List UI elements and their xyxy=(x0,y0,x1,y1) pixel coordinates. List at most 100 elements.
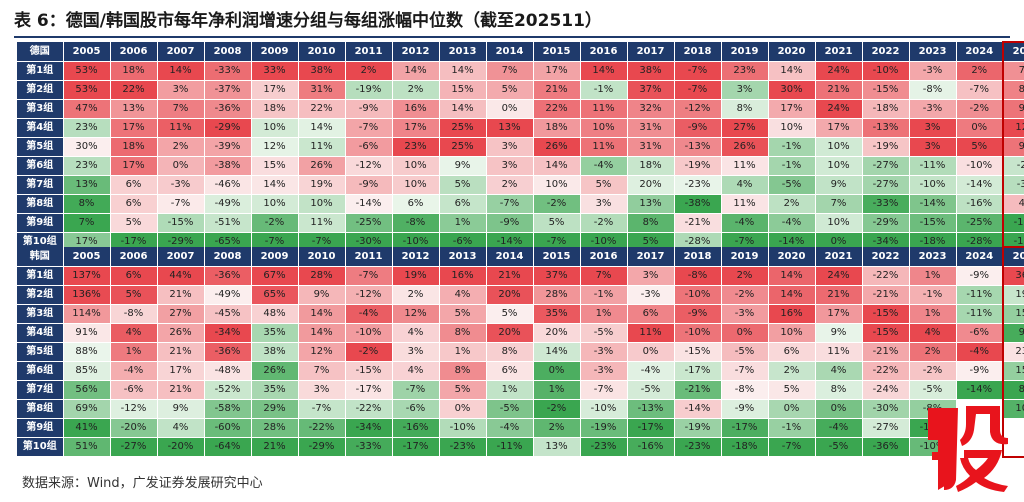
year-header: 2014 xyxy=(486,42,534,62)
value-cell: 11% xyxy=(815,342,863,362)
value-cell: 6% xyxy=(439,194,487,214)
value-cell: -10% xyxy=(956,156,1004,176)
value-cell: 6% xyxy=(110,266,158,286)
value-cell: -6% xyxy=(110,380,158,400)
value-cell: 3% xyxy=(157,80,205,100)
value-cell: -25% xyxy=(345,213,393,233)
value-cell: 31% xyxy=(627,137,675,157)
value-cell: 1% xyxy=(909,266,957,286)
value-cell: 35% xyxy=(533,304,581,324)
value-cell: 0% xyxy=(768,399,816,419)
value-cell: 9% xyxy=(157,399,205,419)
value-cell: -5% xyxy=(580,323,628,343)
year-header: 2023 xyxy=(909,247,957,267)
value-cell: -21% xyxy=(862,342,910,362)
value-cell: 5% xyxy=(439,304,487,324)
value-cell: -23% xyxy=(674,175,722,195)
value-cell: 4% xyxy=(909,323,957,343)
value-cell: -9% xyxy=(486,213,534,233)
year-header: 2010 xyxy=(298,247,346,267)
value-cell: -48% xyxy=(204,361,252,381)
value-cell: 15% xyxy=(1002,304,1024,324)
value-cell: -5% xyxy=(627,380,675,400)
value-cell: -13% xyxy=(674,137,722,157)
value-cell: -2% xyxy=(721,285,769,305)
value-cell: -15% xyxy=(345,361,393,381)
value-cell: -2% xyxy=(533,194,581,214)
value-cell: -14% xyxy=(956,380,1004,400)
value-cell: 22% xyxy=(298,99,346,119)
value-cell: 17% xyxy=(533,61,581,81)
value-cell: 14% xyxy=(298,323,346,343)
value-cell: -11% xyxy=(956,304,1004,324)
value-cell: 30% xyxy=(768,80,816,100)
value-cell: 0% xyxy=(533,361,581,381)
value-cell: 26% xyxy=(251,361,299,381)
value-cell: 9% xyxy=(1002,99,1024,119)
value-cell: -33% xyxy=(862,194,910,214)
value-cell: 30% xyxy=(63,137,111,157)
value-cell: -8% xyxy=(392,213,440,233)
value-cell: -7% xyxy=(345,118,393,138)
year-header: 2017 xyxy=(627,42,675,62)
value-cell: -60% xyxy=(204,418,252,438)
value-cell: 10% xyxy=(1002,399,1024,419)
value-cell: 10% xyxy=(251,194,299,214)
value-cell: -46% xyxy=(204,175,252,195)
value-cell: 8% xyxy=(815,380,863,400)
value-cell: 6% xyxy=(768,342,816,362)
value-cell: 25% xyxy=(439,118,487,138)
value-cell: 17% xyxy=(815,118,863,138)
value-cell: 21% xyxy=(157,285,205,305)
value-cell: 5% xyxy=(110,213,158,233)
value-cell: -12% xyxy=(345,156,393,176)
year-header: 2013 xyxy=(439,42,487,62)
year-header: 2016 xyxy=(580,42,628,62)
value-cell: 2% xyxy=(909,342,957,362)
value-cell: 9% xyxy=(1002,323,1024,343)
value-cell: 2% xyxy=(392,80,440,100)
value-cell: 29% xyxy=(251,399,299,419)
value-cell: 15% xyxy=(1002,361,1024,381)
value-cell: 13% xyxy=(63,175,111,195)
value-cell: -9% xyxy=(674,118,722,138)
value-cell: 9% xyxy=(298,285,346,305)
value-cell: 14% xyxy=(768,61,816,81)
value-cell: 2% xyxy=(345,61,393,81)
value-cell: -15% xyxy=(862,323,910,343)
value-cell: 25% xyxy=(439,137,487,157)
value-cell: 23% xyxy=(392,137,440,157)
value-cell: -30% xyxy=(862,399,910,419)
value-cell: 3% xyxy=(909,118,957,138)
value-cell: 21% xyxy=(533,80,581,100)
value-cell: 114% xyxy=(63,304,111,324)
value-cell: -36% xyxy=(204,342,252,362)
year-header: 2007 xyxy=(157,42,205,62)
value-cell: -17% xyxy=(721,418,769,438)
value-cell: -15% xyxy=(862,80,910,100)
value-cell: -8% xyxy=(909,80,957,100)
value-cell: 2% xyxy=(392,285,440,305)
value-cell: 9% xyxy=(815,323,863,343)
table-row: 第6组 85% -4% 17% -48% 26% 7% -15% 4% 8% 6% 0% -3% -4% -… xyxy=(17,361,1024,381)
value-cell: 5% xyxy=(768,380,816,400)
value-cell: -1% xyxy=(768,418,816,438)
value-cell: 0% xyxy=(956,118,1004,138)
value-cell: 11% xyxy=(157,118,205,138)
table-row: 第7组 13% 6% -3% -46% 14% 19% -9% 10% 5% 2% 10% 5% 20% -… xyxy=(17,175,1024,195)
value-cell: 5% xyxy=(439,175,487,195)
value-cell: 17% xyxy=(110,118,158,138)
value-cell: -29% xyxy=(298,437,346,457)
value-cell: 1% xyxy=(439,342,487,362)
group-label: 第1组 xyxy=(17,266,64,286)
value-cell: 22% xyxy=(533,99,581,119)
value-cell: -16% xyxy=(627,437,675,457)
value-cell: -49% xyxy=(204,194,252,214)
market-label: 韩国 xyxy=(17,247,64,267)
value-cell: 22% xyxy=(110,80,158,100)
year-header: 2024 xyxy=(956,42,1004,62)
value-cell: 4% xyxy=(110,323,158,343)
value-cell: 17% xyxy=(392,118,440,138)
value-cell: -4% xyxy=(768,213,816,233)
value-cell: -14% xyxy=(909,194,957,214)
